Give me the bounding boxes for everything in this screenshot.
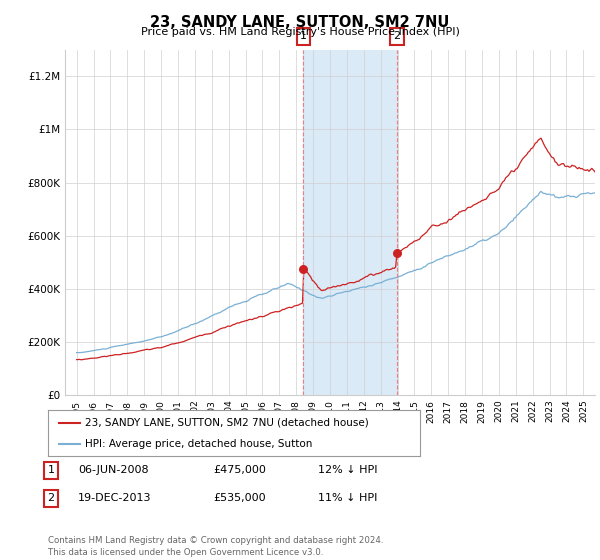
Text: 2: 2 [394,31,400,41]
Text: 12% ↓ HPI: 12% ↓ HPI [318,465,377,475]
Text: 2: 2 [47,493,55,503]
Text: 19-DEC-2013: 19-DEC-2013 [78,493,151,503]
Text: £475,000: £475,000 [213,465,266,475]
Text: 1: 1 [47,465,55,475]
Text: 23, SANDY LANE, SUTTON, SM2 7NU (detached house): 23, SANDY LANE, SUTTON, SM2 7NU (detache… [85,418,369,428]
Point [392,248,401,257]
Text: 11% ↓ HPI: 11% ↓ HPI [318,493,377,503]
Text: £535,000: £535,000 [213,493,266,503]
Text: 1: 1 [300,31,307,41]
Text: 06-JUN-2008: 06-JUN-2008 [78,465,149,475]
Text: HPI: Average price, detached house, Sutton: HPI: Average price, detached house, Sutt… [85,439,313,449]
Point [299,264,308,273]
Bar [304,50,397,395]
Text: Contains HM Land Registry data © Crown copyright and database right 2024.
This d: Contains HM Land Registry data © Crown c… [48,536,383,557]
Text: Price paid vs. HM Land Registry's House Price Index (HPI): Price paid vs. HM Land Registry's House … [140,27,460,37]
Text: 23, SANDY LANE, SUTTON, SM2 7NU: 23, SANDY LANE, SUTTON, SM2 7NU [151,15,449,30]
